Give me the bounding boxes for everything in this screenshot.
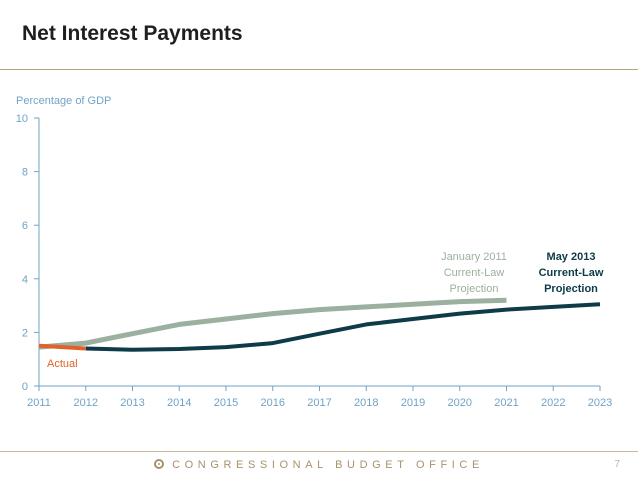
label-january-2011-projection-line-3: Projection xyxy=(450,283,499,295)
y-tick-label-2: 2 xyxy=(22,327,28,339)
x-tick-label-2022: 2022 xyxy=(541,397,565,409)
label-may-2013-projection: May 2013 Current-Law Projection xyxy=(539,251,604,295)
y-tick-label-8: 8 xyxy=(22,167,28,179)
footer-text: CONGRESSIONAL BUDGET OFFICE xyxy=(172,459,484,471)
y-tick-label-10: 10 xyxy=(16,113,28,125)
x-tick-label-2023: 2023 xyxy=(588,397,612,409)
x-tick-label-2021: 2021 xyxy=(494,397,518,409)
label-may-2013-projection-line-1: May 2013 xyxy=(547,251,596,263)
label-actual: Actual xyxy=(47,358,78,370)
label-january-2011-projection-line-2: Current-Law xyxy=(444,267,505,279)
label-may-2013-projection-line-2: Current-Law xyxy=(539,267,604,279)
series-line-may2013 xyxy=(85,302,601,352)
title-divider xyxy=(0,69,638,70)
footer-divider xyxy=(0,451,638,452)
x-tick-label-2019: 2019 xyxy=(401,397,425,409)
slide-title: Net Interest Payments xyxy=(22,22,243,45)
cbo-logo-icon xyxy=(154,459,165,469)
label-may-2013-projection-line-3: Projection xyxy=(544,283,598,295)
y-axis-title: Percentage of GDP xyxy=(16,95,111,107)
chart-series xyxy=(38,297,601,352)
page-number: 7 xyxy=(614,459,620,470)
series-line-jan2011 xyxy=(38,297,507,350)
x-tick-label-2011: 2011 xyxy=(27,397,51,409)
net-interest-chart: Percentage of GDP 0 2 4 6 8 10 2011 2012 2013 2014… xyxy=(16,95,612,409)
footer: CONGRESSIONAL BUDGET OFFICE xyxy=(0,459,638,475)
x-tick-label-2015: 2015 xyxy=(214,397,238,409)
x-tick-label-2020: 2020 xyxy=(448,397,472,409)
label-january-2011-projection-line-1: January 2011 xyxy=(441,251,507,263)
y-tick-label-6: 6 xyxy=(22,220,28,232)
label-january-2011-projection: January 2011 Current-Law Projection xyxy=(441,251,507,295)
x-tick-label-2012: 2012 xyxy=(74,397,98,409)
x-tick-label-2013: 2013 xyxy=(120,397,144,409)
y-tick-label-4: 4 xyxy=(22,274,28,286)
x-tick-label-2017: 2017 xyxy=(307,397,331,409)
x-tick-label-2018: 2018 xyxy=(354,397,378,409)
x-tick-label-2014: 2014 xyxy=(167,397,191,409)
series-line-actual xyxy=(38,343,86,351)
x-tick-label-2016: 2016 xyxy=(261,397,285,409)
y-tick-label-0: 0 xyxy=(22,381,28,393)
chart-axes: Percentage of GDP 0 2 4 6 8 10 2011 2012 2013 2014… xyxy=(16,95,612,409)
